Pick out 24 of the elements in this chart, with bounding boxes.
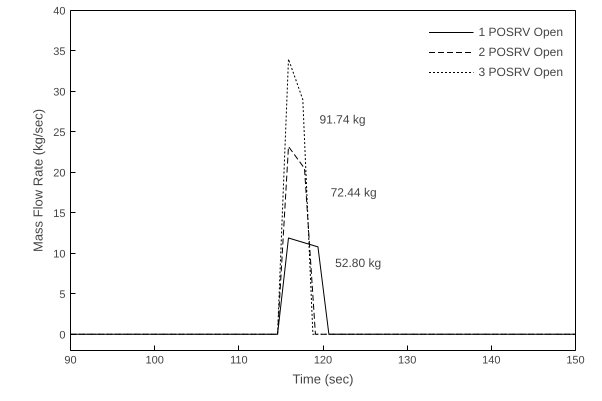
annotation: 72.44 kg (330, 185, 377, 200)
annotation: 52.80 kg (335, 256, 382, 270)
y-tick-label: 5 (59, 288, 66, 301)
x-tick-label: 120 (314, 354, 332, 366)
annotation: 91.74 kg (319, 112, 366, 127)
legend-label: 1 POSRV Open (478, 25, 563, 39)
x-tick-label: 150 (566, 354, 585, 366)
legend-label: 2 POSRV Open (478, 45, 563, 59)
y-tick-label: 15 (53, 208, 66, 220)
y-tick-label: 0 (59, 329, 66, 342)
legend-label: 3 POSRV Open (478, 65, 563, 79)
y-axis-title: Mass Flow Rate (kg/sec) (30, 108, 46, 252)
x-tick-label: 130 (398, 354, 416, 366)
x-axis-title: Time (sec) (292, 372, 354, 386)
y-tick-label: 25 (53, 126, 66, 139)
y-tick-label: 30 (53, 86, 66, 98)
y-tick-label: 20 (53, 167, 66, 180)
y-tick-label: 10 (53, 248, 66, 260)
x-tick-label: 100 (145, 354, 164, 366)
x-tick-label: 90 (64, 354, 77, 366)
y-tick-label: 40 (53, 6, 66, 18)
y-tick-label: 35 (53, 46, 66, 58)
x-tick-label: 140 (482, 354, 501, 366)
x-tick-label: 110 (230, 354, 248, 366)
